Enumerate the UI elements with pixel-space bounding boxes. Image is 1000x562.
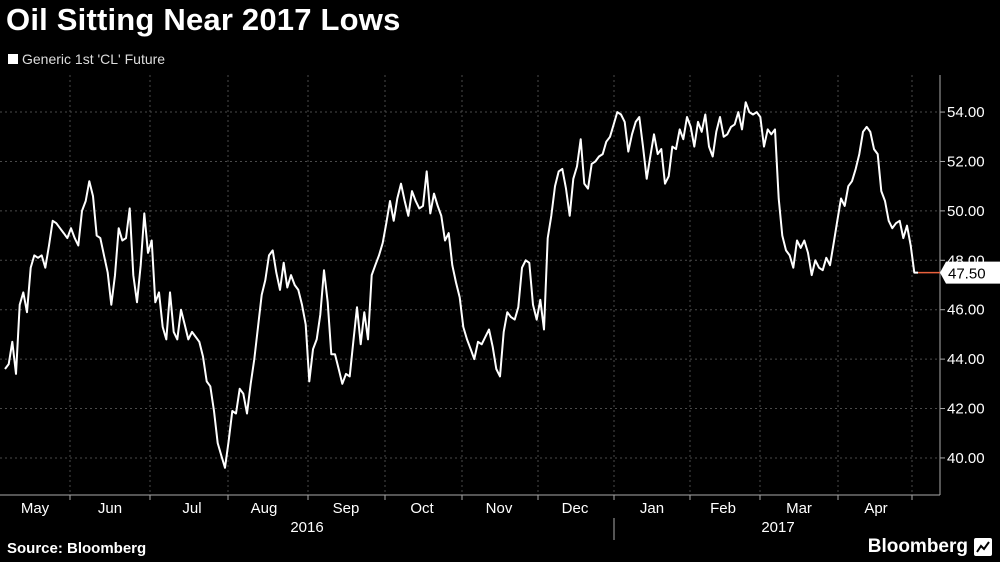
series-line <box>4 101 918 469</box>
y-tick-label: 54.00 <box>947 104 985 121</box>
x-tick-label-month: Oct <box>410 500 434 517</box>
x-tick-label-month: Jan <box>640 500 664 517</box>
x-tick-label-month: Nov <box>486 500 513 517</box>
x-tick-label-year: 2016 <box>290 519 323 536</box>
source-note: Source: Bloomberg <box>7 540 147 557</box>
x-tick-label-month: Aug <box>251 500 278 517</box>
x-axis-ticks: May Jun Jul Aug Sep Oct Nov Dec Jan Feb Mar Apr 2016… <box>21 500 888 536</box>
x-tick-label-month: May <box>21 500 50 517</box>
axes <box>0 75 945 540</box>
brand-logo: Bloomberg <box>868 536 992 558</box>
y-tick-label: 42.00 <box>947 401 985 418</box>
x-tick-label-month: Jun <box>98 500 122 517</box>
y-tick-label: 52.00 <box>947 153 985 170</box>
x-tick-label-month: Jul <box>182 500 201 517</box>
last-value-tag <box>940 261 1000 284</box>
last-value-label: 47.50 <box>948 266 986 283</box>
x-tick-label-month: Sep <box>333 500 360 517</box>
legend-label: Generic 1st 'CL' Future <box>22 51 166 67</box>
x-tick-label-month: Feb <box>710 500 736 517</box>
brand-name: Bloomberg <box>867 536 968 557</box>
x-tick-label-month: Mar <box>786 500 812 517</box>
chart-icon <box>974 538 992 556</box>
x-tick-label-month: Apr <box>864 500 887 517</box>
last-value-marker: 47.50 <box>918 261 1000 284</box>
x-tick-label-year: 2017 <box>761 519 794 536</box>
y-tick-label: 40.00 <box>947 450 985 467</box>
y-tick-label: 50.00 <box>947 203 985 220</box>
grid <box>0 75 940 495</box>
y-tick-label: 44.00 <box>947 351 985 368</box>
y-tick-label: 46.00 <box>947 302 985 319</box>
x-tick-label-month: Dec <box>562 500 589 517</box>
legend-swatch <box>8 54 18 64</box>
legend: Generic 1st 'CL' Future <box>8 51 165 67</box>
chart-title: Oil Sitting Near 2017 Lows <box>6 2 401 37</box>
